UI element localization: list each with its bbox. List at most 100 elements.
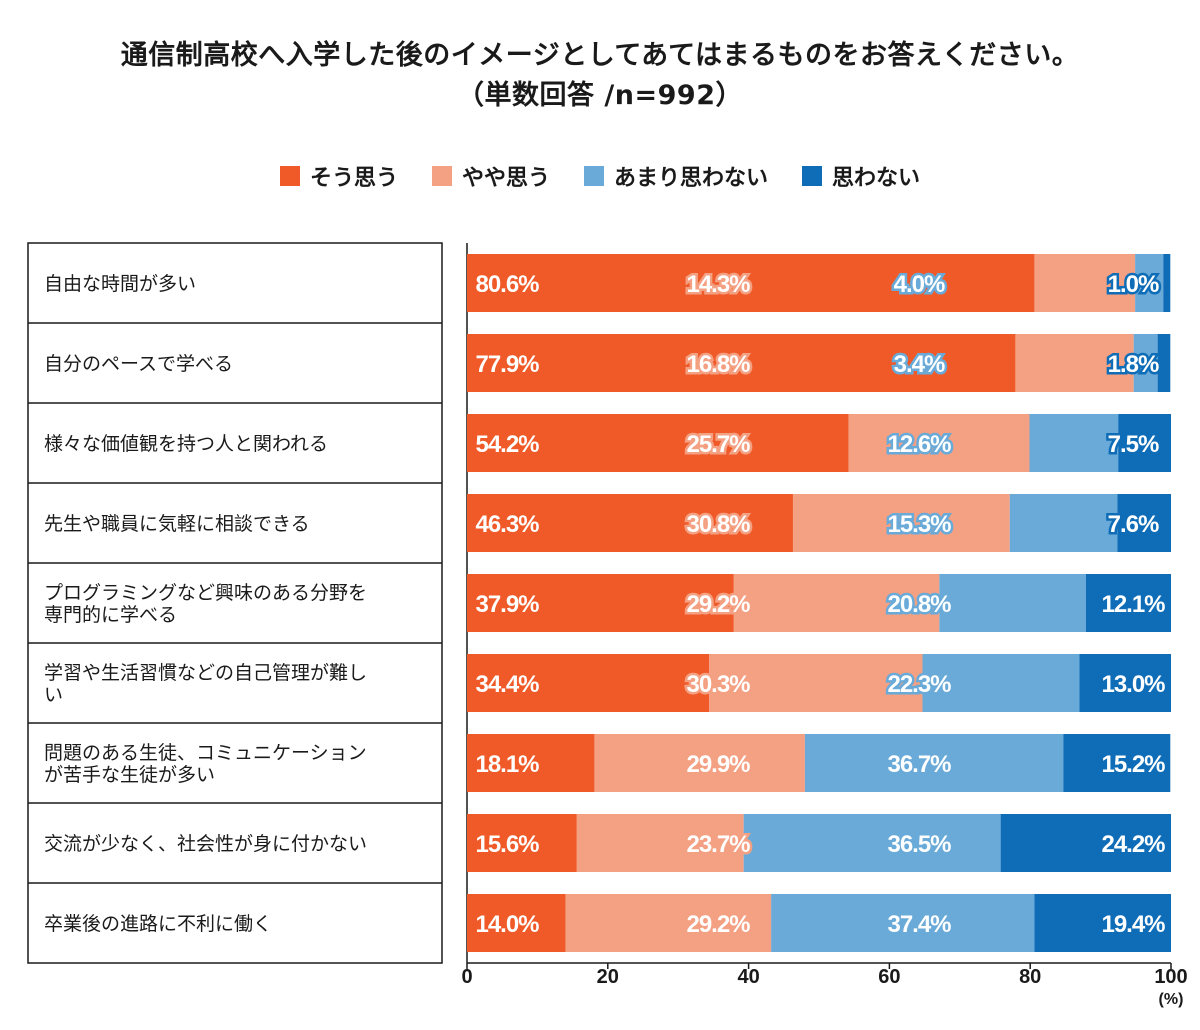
bar-segment [771, 894, 1035, 952]
data-label: 22.3% [887, 671, 951, 698]
bar-segment [1034, 254, 1136, 312]
legend-label: あまり思わない [614, 166, 769, 191]
data-label: 12.1% [1101, 591, 1165, 618]
category-label: 先生や職員に気軽に相談できる [44, 513, 310, 535]
category-label: 学習や生活習慣などの自己管理が難しい [44, 662, 367, 706]
bar-segment [1000, 814, 1171, 872]
bar-segment [743, 814, 1001, 872]
data-label: 7.5% [1108, 431, 1159, 458]
bar-segment [594, 734, 805, 792]
x-tick-label: 80 [1019, 966, 1041, 988]
legend-item-strong-disagree: 思わない [802, 160, 920, 192]
legend-swatch [802, 166, 823, 186]
bar-segment [939, 574, 1086, 632]
bar-segment [1063, 734, 1171, 792]
bar-segment [467, 654, 710, 712]
data-label: 15.6% [475, 831, 539, 858]
x-tick-label: 60 [878, 966, 900, 988]
chart-title: 通信制高校へ入学した後のイメージとしてあてはまるものをお答えください。 [120, 40, 1080, 71]
data-label: 15.2% [1101, 751, 1165, 778]
data-label: 30.3% [686, 671, 750, 698]
data-label: 20.8% [887, 591, 951, 618]
data-label: 16.8% [686, 351, 750, 378]
data-label: 19.4% [1101, 911, 1165, 938]
bar-segment [1135, 254, 1164, 312]
bar-segment [1133, 334, 1158, 392]
category-label: プログラミングなど興味のある分野を専門的に学べる [44, 582, 367, 626]
bar-segment [1163, 254, 1171, 312]
data-label: 7.6% [1108, 511, 1159, 538]
category-label: 自由な時間が多い [44, 273, 196, 295]
category-label: 様々な価値観を持つ人と関われる [44, 433, 328, 455]
bar-segment [467, 334, 1016, 392]
x-tick-label: 40 [737, 966, 759, 988]
data-label: 24.2% [1101, 831, 1165, 858]
bar-segment [848, 414, 1030, 472]
data-label: 34.4% [475, 671, 539, 698]
bar-segment [733, 574, 940, 632]
bar-segment [1009, 494, 1118, 552]
bar-segment [1034, 894, 1171, 952]
data-label: 80.6% [475, 271, 539, 298]
data-label: 46.3% [475, 511, 539, 538]
data-label: 54.2% [475, 431, 539, 458]
bar-segment [467, 494, 793, 552]
data-label: 12.6% [887, 431, 951, 458]
legend: そう思う やや思う あまり思わない 思わない [0, 160, 1200, 192]
data-label: 23.7% [686, 831, 750, 858]
data-label: 30.8% [686, 511, 750, 538]
legend-item-agree: やや思う [431, 160, 550, 192]
bar-segment [467, 574, 734, 632]
legend-swatch [431, 166, 452, 186]
bar-segment [709, 654, 923, 712]
x-tick-label: 100 [1154, 966, 1187, 988]
data-label: 14.0% [475, 911, 539, 938]
data-label: 1.8% [1108, 351, 1159, 378]
bar-segment [467, 814, 577, 872]
bar-segment [467, 254, 1035, 312]
bar-segment [576, 814, 744, 872]
data-label: 77.9% [475, 351, 539, 378]
bar-segment [1079, 654, 1171, 712]
data-label: 4.0% [894, 271, 945, 298]
data-label: 37.4% [887, 911, 951, 938]
bar-segment [1029, 414, 1119, 472]
category-table [27, 242, 443, 964]
data-label: 36.7% [887, 751, 951, 778]
bar-segment [1085, 574, 1171, 632]
category-label: 問題のある生徒、コミュニケーションが苦手な生徒が多い [44, 742, 367, 786]
bar-segment [1157, 334, 1171, 392]
bar-segment [804, 734, 1064, 792]
data-label: 29.2% [686, 911, 750, 938]
data-label: 1.0% [1108, 271, 1159, 298]
x-tick-label: 0 [461, 966, 472, 988]
category-label: 卒業後の進路に不利に働く [44, 913, 272, 935]
bar-segment [1118, 414, 1171, 472]
data-label: 37.9% [475, 591, 539, 618]
bar-segment [565, 894, 772, 952]
category-label: 交流が少なく、社会性が身に付かない [44, 833, 367, 855]
category-label: 自分のペースで学べる [44, 353, 233, 375]
data-label: 15.3% [887, 511, 951, 538]
x-tick-label: 20 [597, 966, 619, 988]
bar-segment [467, 894, 566, 952]
chart-subtitle: （単数回答 /n=992） [457, 80, 743, 111]
data-label: 29.9% [686, 751, 750, 778]
data-label: 18.1% [475, 751, 539, 778]
data-label: 36.5% [887, 831, 951, 858]
bar-segment [467, 414, 849, 472]
legend-label: やや思う [461, 166, 550, 191]
data-label: 14.3% [686, 271, 750, 298]
data-label: 13.0% [1101, 671, 1165, 698]
x-axis-unit: (%) [1159, 991, 1184, 1008]
data-label: 3.4% [894, 351, 945, 378]
bar-segment [922, 654, 1080, 712]
data-label: 25.7% [686, 431, 750, 458]
legend-item-disagree: あまり思わない [584, 160, 768, 192]
data-label: 29.2% [686, 591, 750, 618]
bar-segment [792, 494, 1010, 552]
bar-segment [1015, 334, 1134, 392]
bar-segment [467, 734, 595, 792]
legend-item-strong-agree: そう思う [279, 160, 398, 192]
